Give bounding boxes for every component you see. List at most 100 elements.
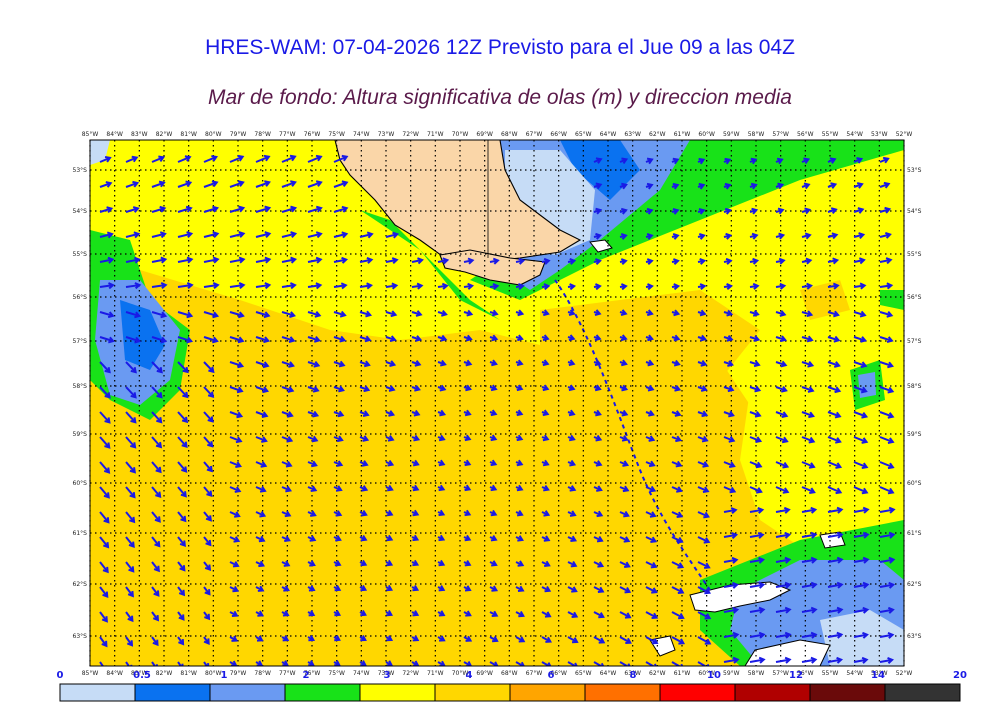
direction-arrow-head: [752, 309, 760, 317]
colorbar-bin: [659, 683, 736, 702]
direction-arrow-head: [288, 336, 296, 343]
direction-arrow-head: [860, 336, 868, 343]
direction-arrow: [541, 661, 551, 666]
direction-arrow-head: [752, 257, 760, 265]
direction-arrow-head: [836, 531, 844, 539]
lat-label: 59°S: [73, 431, 88, 438]
direction-arrow: [619, 636, 631, 644]
longitude-labels-top: 85°W 84°W 83°W 82°W 81°W 80°W 79°W 78°W 77°W 76°W…: [82, 131, 913, 138]
colorbar-tick-label: 4: [466, 670, 473, 681]
direction-arrow: [307, 284, 321, 288]
direction-arrow: [879, 386, 893, 393]
direction-arrow-head: [363, 360, 371, 368]
lon-label: 55°W: [822, 670, 839, 677]
lat-label: 59°S: [907, 431, 922, 438]
direction-arrow: [775, 533, 790, 538]
direction-arrow-head: [727, 385, 735, 393]
direction-arrow-head: [834, 386, 842, 394]
direction-arrow-head: [439, 409, 447, 417]
direction-arrow: [125, 361, 137, 373]
direction-arrow-head: [595, 460, 603, 467]
direction-arrow: [723, 486, 735, 493]
direction-arrow: [99, 311, 114, 317]
direction-arrow-head: [490, 459, 498, 467]
direction-arrow: [879, 311, 892, 317]
direction-arrow-head: [833, 310, 840, 318]
direction-arrow-head: [544, 586, 552, 593]
direction-arrow-head: [622, 485, 630, 493]
direction-arrow-head: [490, 409, 498, 417]
lon-label: 63°W: [624, 670, 641, 677]
colorbar-bin: [134, 683, 211, 702]
direction-arrow-head: [334, 610, 342, 617]
direction-arrow-head: [388, 410, 396, 417]
direction-arrow-head: [829, 157, 837, 164]
direction-arrow-head: [677, 562, 685, 569]
direction-arrow: [853, 361, 866, 367]
direction-arrow-head: [364, 335, 372, 343]
direction-arrow-head: [886, 310, 894, 318]
direction-arrow-head: [650, 561, 658, 569]
direction-arrow-head: [107, 311, 115, 319]
direction-arrow: [749, 461, 762, 468]
direction-arrow-head: [698, 157, 706, 165]
map-title: HRES-WAM: 07-04-2026 12Z Previsto para e…: [205, 36, 795, 59]
direction-arrow: [307, 181, 322, 188]
direction-arrow-head: [491, 585, 499, 592]
direction-arrow: [723, 508, 736, 513]
direction-arrow: [879, 558, 894, 563]
lat-label: 58°S: [73, 383, 88, 390]
direction-arrow-head: [676, 511, 684, 519]
direction-arrow: [593, 661, 603, 666]
lon-label: 75°W: [328, 131, 345, 138]
lon-label: 64°W: [600, 670, 617, 677]
direction-arrow: [749, 558, 764, 563]
direction-arrow-head: [438, 635, 446, 642]
direction-arrow: [281, 336, 295, 342]
direction-arrow-head: [341, 256, 349, 264]
direction-arrow-head: [568, 359, 576, 367]
direction-arrow: [203, 436, 213, 447]
direction-arrow-head: [594, 334, 602, 342]
direction-arrow: [671, 561, 683, 568]
direction-arrow-head: [702, 461, 710, 468]
direction-arrow: [229, 411, 242, 418]
direction-arrow: [281, 155, 296, 163]
direction-arrow-head: [181, 466, 188, 473]
direction-arrow-head: [646, 157, 654, 165]
direction-arrow: [827, 361, 840, 367]
direction-arrow-head: [517, 334, 524, 342]
direction-arrow: [151, 436, 162, 448]
direction-arrow-head: [204, 564, 212, 572]
direction-arrow: [99, 511, 110, 523]
direction-arrow-head: [594, 309, 602, 317]
lon-label: 70°W: [452, 670, 469, 677]
direction-arrow: [177, 232, 192, 238]
direction-arrow: [281, 386, 293, 392]
direction-arrow: [151, 311, 166, 317]
direction-arrow-head: [464, 459, 472, 467]
direction-arrow-head: [491, 359, 498, 367]
direction-arrow-head: [127, 615, 134, 623]
direction-arrow: [229, 361, 243, 368]
direction-arrow-head: [234, 486, 242, 493]
direction-arrow-head: [415, 335, 422, 342]
direction-arrow-head: [646, 309, 654, 317]
direction-arrow-head: [231, 610, 239, 618]
lon-label: 82°W: [156, 131, 173, 138]
direction-arrow-head: [366, 256, 374, 264]
lat-label: 61°S: [73, 530, 88, 537]
direction-arrow: [801, 583, 816, 588]
direction-arrow-head: [545, 636, 552, 643]
lon-label: 83°W: [131, 670, 148, 677]
lon-label: 76°W: [304, 131, 321, 138]
direction-arrow-head: [387, 459, 395, 467]
direction-arrow: [281, 207, 296, 213]
latitude-labels-right: 53°S 54°S 55°S 56°S 57°S 58°S 59°S 60°S 61°S 62°S…: [907, 167, 922, 640]
direction-arrow-head: [130, 417, 137, 424]
lon-label: 68°W: [501, 131, 518, 138]
direction-arrow: [255, 411, 268, 417]
direction-arrow-head: [391, 257, 399, 265]
direction-arrow-head: [887, 412, 895, 419]
direction-arrow-head: [257, 585, 265, 592]
